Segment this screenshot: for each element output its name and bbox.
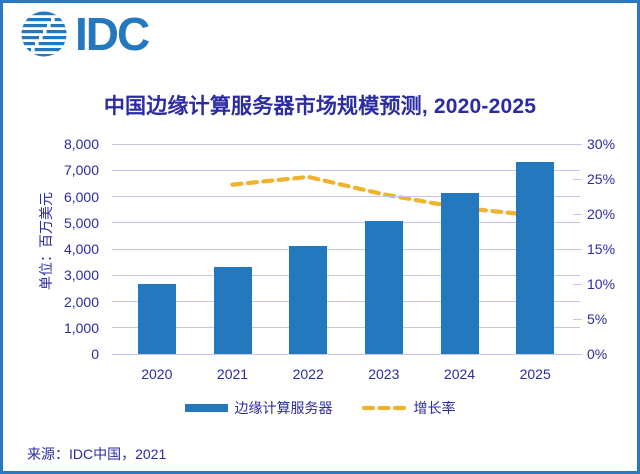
bar-2022 (289, 245, 328, 354)
x-tick-label: 2023 (368, 366, 400, 382)
legend-item-bars: 边缘计算服务器 (184, 398, 333, 418)
y-tick-label: 3,000 (63, 267, 99, 284)
x-tick-label: 2020 (141, 366, 173, 382)
bar-2025 (516, 162, 555, 354)
legend-label: 增长率 (413, 400, 456, 416)
y-tick-label: 30% (587, 136, 616, 152)
y-tick-label: 1,000 (63, 319, 99, 336)
globe-icon (20, 10, 68, 58)
y-axis-left: 8,000 7,000 6,000 5,000 4,000 3,000 2,000 1,000… (3, 136, 107, 362)
legend-item-line: 增长率 (361, 398, 456, 418)
gridline (112, 327, 580, 329)
x-tick-label: 2025 (519, 366, 551, 382)
x-tick-label: 2024 (443, 366, 476, 382)
bar-2023 (364, 220, 403, 354)
right-axis-tick (573, 143, 582, 145)
right-axis-tick (573, 213, 582, 215)
gridline (112, 222, 580, 224)
gridline (112, 353, 580, 355)
legend-label: 边缘计算服务器 (234, 400, 333, 416)
dashed-line-icon (361, 404, 408, 412)
right-axis-tick (573, 353, 582, 355)
gridline (112, 143, 580, 145)
gridline (112, 169, 580, 171)
y-tick-label: 20% (587, 206, 616, 222)
bar-2021 (213, 267, 252, 354)
chart-title: 中国边缘计算服务器市场规模预测, 2020-2025 (103, 95, 537, 118)
y-tick-label: 15% (587, 241, 616, 257)
y-tick-label: 5,000 (63, 214, 99, 231)
y-axis-right: 30% 25% 20% 15% 10% 5% 0% (587, 136, 640, 362)
bar-2020 (137, 283, 176, 354)
gridline (112, 301, 580, 302)
y-tick-label: 5% (587, 311, 608, 327)
legend: 边缘计算服务器 增长率 (3, 398, 637, 418)
y-tick-label: 2,000 (63, 293, 99, 310)
y-tick-label: 4,000 (63, 241, 99, 257)
gridline (112, 274, 580, 276)
bar-2024 (440, 193, 479, 354)
y-tick-label: 0 (91, 346, 99, 362)
y-tick-label: 0% (587, 346, 608, 362)
y-tick-label: 8,000 (63, 136, 99, 152)
y-tick-label: 25% (587, 171, 616, 187)
y-tick-label: 6,000 (63, 188, 99, 205)
right-axis-tick (573, 318, 582, 320)
y-tick-label: 7,000 (63, 162, 99, 179)
growth-line (230, 174, 538, 218)
logo-text: IDC (75, 8, 150, 60)
growth-line-layer (230, 174, 538, 218)
idc-logo: IDC (20, 8, 150, 60)
x-axis: 2020 2021 2022 2023 2024 2025 (119, 366, 573, 386)
x-tick-label: 2022 (292, 366, 324, 382)
y-tick-label: 10% (587, 276, 616, 292)
gridline (112, 248, 580, 250)
plot-area (112, 143, 582, 355)
bar-swatch-icon (184, 404, 228, 412)
x-tick-label: 2021 (216, 366, 249, 382)
source-note: 来源：IDC中国，2021 (27, 446, 167, 462)
right-axis-tick (573, 283, 582, 285)
gridline (112, 196, 580, 197)
right-axis-tick (573, 248, 582, 250)
right-axis-tick (573, 178, 582, 180)
